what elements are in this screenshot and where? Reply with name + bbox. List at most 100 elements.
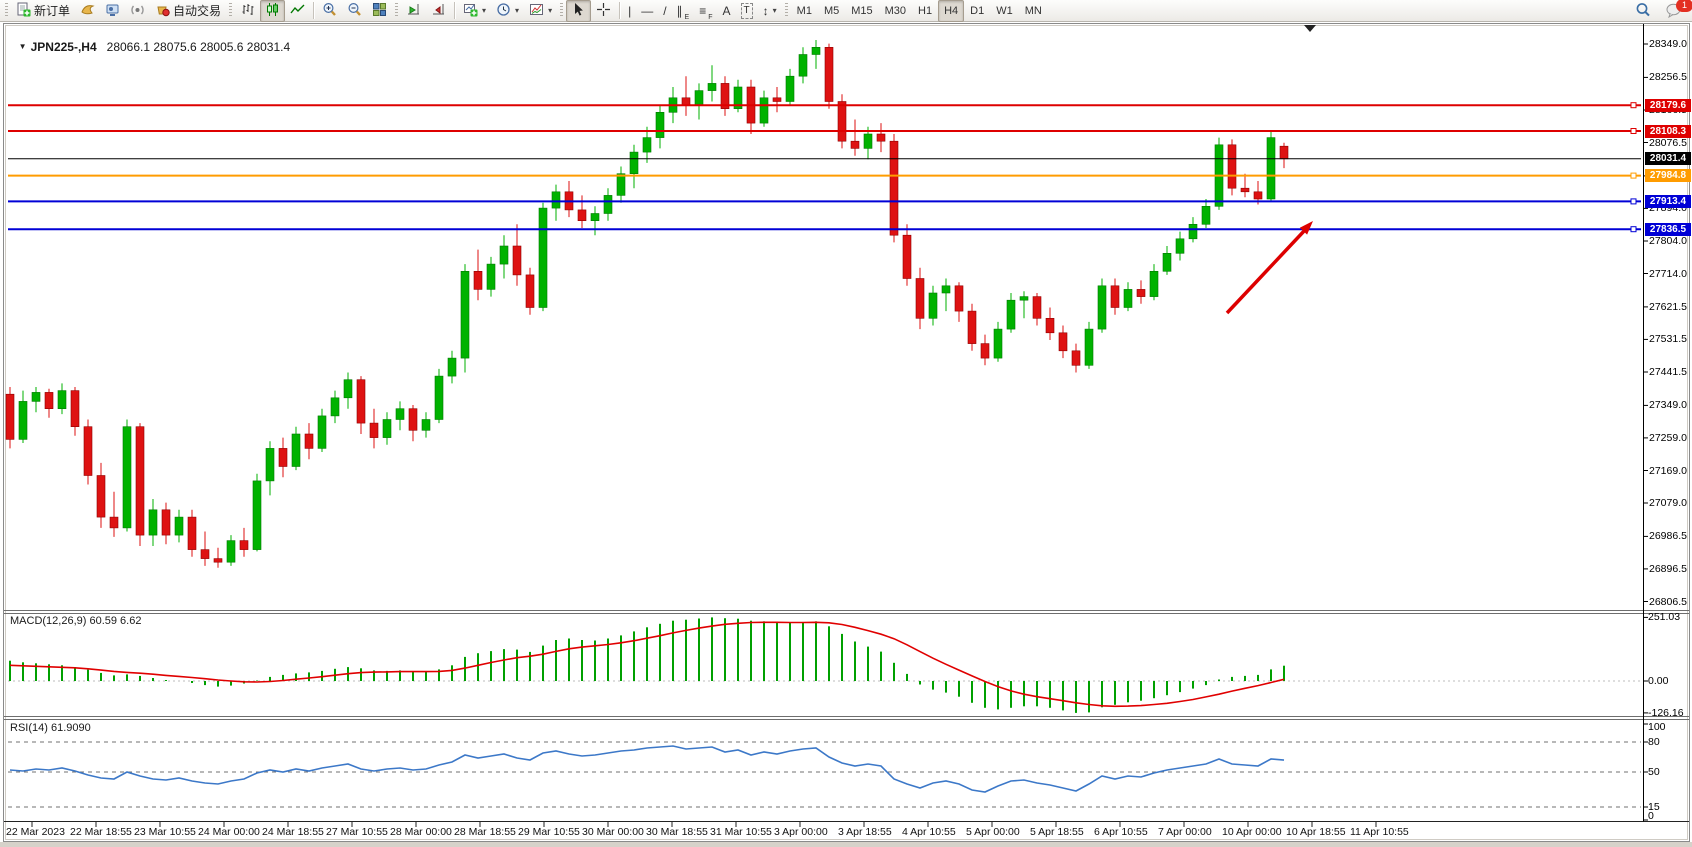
- date-tick-label: 30 Mar 00:00: [582, 826, 644, 838]
- price-line-badge: 28108.3: [1645, 124, 1691, 138]
- fibonacci-tool-button[interactable]: ≡ F: [694, 0, 717, 22]
- price-tick-label: 28349.0: [1649, 38, 1687, 50]
- zoom-in-button[interactable]: [317, 0, 342, 22]
- toolbar-drag-handle[interactable]: [5, 3, 8, 18]
- horizontal-line-tool-button[interactable]: —: [636, 0, 658, 22]
- indicator-tick-label: -126.16: [1648, 706, 1684, 719]
- trendline-tool-button[interactable]: /: [658, 0, 671, 22]
- one-click-trading-arrow-icon[interactable]: ▼: [18, 42, 27, 51]
- search-button[interactable]: [1630, 0, 1656, 22]
- price-tick-label: 26896.5: [1649, 562, 1687, 575]
- chevron-down-icon: ▾: [548, 6, 553, 15]
- toolbar-drag-handle[interactable]: [784, 3, 788, 18]
- periods-button[interactable]: ▾: [491, 0, 524, 22]
- price-line-badge: 27984.8: [1645, 169, 1691, 183]
- new-order-icon: [16, 2, 31, 20]
- arrows-tool-button[interactable]: ↕ ▾: [758, 0, 782, 22]
- price-tick-label: 27079.0: [1649, 497, 1687, 509]
- arrows-icon: ↕: [762, 3, 769, 18]
- chart-shift-button[interactable]: [426, 0, 451, 22]
- chat-unread-badge: 1: [1676, 0, 1692, 12]
- candlestick-chart-icon: [265, 2, 280, 20]
- chevron-down-icon: ▾: [772, 6, 777, 15]
- chat-button[interactable]: 1: [1660, 0, 1692, 22]
- candlestick-series: [5, 40, 1289, 568]
- timeframe-button-m15[interactable]: M15: [851, 4, 873, 17]
- toolbar-drag-handle[interactable]: [560, 3, 564, 18]
- main-toolbar: 新订单 自动交易 ▾ ▾: [0, 0, 1692, 22]
- templates-button[interactable]: ▾: [524, 0, 557, 22]
- chevron-down-icon: ▾: [482, 6, 487, 15]
- zoom-out-button[interactable]: [342, 0, 367, 22]
- metaeditor-button[interactable]: [75, 0, 100, 22]
- indicator-tick-label: 251.03: [1648, 611, 1681, 624]
- bar-chart-button[interactable]: [235, 0, 260, 22]
- zoom-in-icon: [322, 2, 337, 20]
- timeframe-button-h1[interactable]: H1: [918, 4, 933, 17]
- channel-icon: ∥: [676, 3, 683, 18]
- auto-trading-button[interactable]: 自动交易: [150, 0, 226, 22]
- arrow-annotation: [1225, 221, 1313, 315]
- date-tick-label: 4 Apr 10:55: [902, 826, 956, 838]
- new-chart-button[interactable]: ▾: [458, 0, 491, 22]
- channel-icon-sub: E: [684, 13, 690, 21]
- macd-indicator-label: MACD(12,26,9) 60.59 6.62: [10, 615, 142, 627]
- timeframe-button-h4[interactable]: H4: [938, 0, 965, 22]
- date-tick-label: 22 Mar 2023: [6, 826, 65, 838]
- price-tick-label: 27169.0: [1649, 464, 1687, 477]
- equidistant-channel-tool-button[interactable]: ∥ E: [672, 0, 695, 22]
- date-tick-label: 6 Apr 10:55: [1094, 826, 1148, 838]
- cursor-tool-button[interactable]: [566, 0, 592, 22]
- price-line-badge: 27913.4: [1645, 194, 1691, 208]
- date-tick-label: 24 Mar 00:00: [198, 826, 260, 838]
- metaeditor-icon: [80, 2, 95, 20]
- fibonacci-icon: ≡: [699, 3, 707, 18]
- timeframe-button-m5[interactable]: M5: [823, 4, 840, 17]
- price-tick-label: 28076.5: [1649, 136, 1687, 149]
- price-tick-label: 27349.0: [1649, 399, 1687, 412]
- auto-scroll-button[interactable]: [401, 0, 426, 22]
- date-tick-label: 27 Mar 10:55: [326, 826, 388, 838]
- toolbar-drag-handle[interactable]: [395, 3, 399, 18]
- search-icon: [1635, 2, 1651, 21]
- price-line-badge: 28179.6: [1645, 98, 1691, 112]
- time-ticks: [31, 822, 1377, 827]
- date-tick-label: 7 Apr 00:00: [1158, 826, 1212, 838]
- text-tool-button[interactable]: A: [718, 0, 736, 22]
- candlestick-chart-button[interactable]: [260, 0, 286, 22]
- crosshair-icon: [596, 2, 611, 20]
- toolbar-drag-handle[interactable]: [229, 3, 233, 18]
- toolbar-separator: [313, 2, 315, 19]
- auto-trading-icon: [155, 2, 170, 20]
- terminal-icon: [105, 2, 120, 20]
- macd-indicator: [8, 616, 1648, 714]
- timeframe-button-d1[interactable]: D1: [970, 4, 985, 17]
- timeframe-button-m30[interactable]: M30: [884, 4, 907, 17]
- timeframe-group: M1 M5 M15 M30 H1 H4 D1 W1 MN: [791, 0, 1048, 22]
- signals-button[interactable]: [125, 0, 150, 22]
- date-tick-label: 24 Mar 18:55: [262, 826, 324, 838]
- new-order-button[interactable]: 新订单: [11, 0, 75, 22]
- price-tick-label: 27714.0: [1649, 267, 1687, 280]
- text-label-tool-button[interactable]: T: [736, 0, 758, 22]
- chart-shift-icon: [431, 2, 446, 20]
- clock-icon: [496, 2, 511, 20]
- chart-title: ▼ JPN225-,H4 28066.1 28075.6 28005.6 28031…: [12, 26, 290, 54]
- tile-windows-button[interactable]: [367, 0, 392, 22]
- timeframe-button-mn[interactable]: MN: [1024, 4, 1042, 17]
- chart-canvas[interactable]: [0, 22, 1692, 847]
- fibonacci-icon-sub: F: [708, 13, 713, 21]
- auto-trading-label: 自动交易: [173, 4, 222, 18]
- timeframe-button-m1[interactable]: M1: [796, 4, 812, 17]
- trendline-icon: /: [663, 3, 667, 18]
- price-tick-label: 27441.5: [1649, 366, 1687, 378]
- templates-icon: [529, 2, 544, 20]
- indicator-tick-label: 80: [1648, 736, 1660, 748]
- line-chart-button[interactable]: [285, 0, 310, 22]
- date-tick-label: 5 Apr 00:00: [966, 826, 1020, 838]
- horizontal-price-lines: [8, 102, 1641, 233]
- timeframe-button-w1[interactable]: W1: [996, 4, 1013, 17]
- vertical-line-tool-button[interactable]: |: [623, 0, 636, 22]
- crosshair-tool-button[interactable]: [591, 0, 616, 22]
- terminal-button[interactable]: [100, 0, 125, 22]
